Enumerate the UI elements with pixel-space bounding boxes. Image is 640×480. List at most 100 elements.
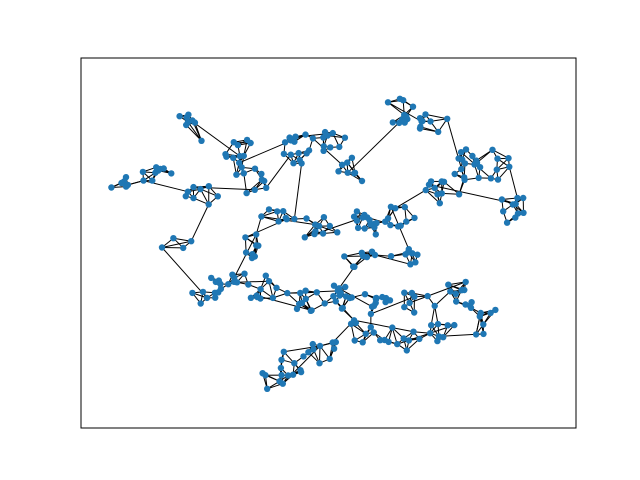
graph-node [338, 161, 346, 168]
graph-node [283, 216, 290, 223]
graph-node [520, 194, 527, 202]
graph-node [253, 231, 260, 238]
graph-node [363, 253, 371, 261]
graph-node [273, 284, 280, 291]
graph-node [455, 155, 462, 162]
graph-edge [409, 281, 466, 304]
graph-node [377, 337, 384, 344]
graph-node [444, 322, 451, 329]
graph-node [401, 303, 408, 311]
graph-node [427, 118, 434, 125]
graph-node [316, 342, 324, 350]
graph-node [411, 214, 418, 222]
graph-node [396, 95, 404, 103]
graph-node [422, 111, 429, 118]
graph-node [425, 181, 433, 188]
graph-node [451, 170, 458, 178]
graph-node [489, 146, 496, 153]
graph-edge [265, 154, 292, 189]
graph-node [258, 213, 265, 220]
graph-node [462, 278, 469, 286]
graph-node [444, 115, 451, 123]
graph-node [211, 289, 219, 296]
graph-node [384, 215, 392, 222]
graph-node [334, 229, 341, 236]
graph-node [402, 251, 409, 258]
graph-node [170, 235, 177, 242]
graph-node [241, 270, 248, 277]
graph-node [292, 133, 299, 140]
graph-node [263, 184, 270, 191]
graph-node [494, 176, 502, 183]
graph-node [320, 143, 327, 150]
graph-node [258, 170, 265, 178]
graph-edge [246, 179, 263, 194]
graph-node [197, 300, 204, 307]
graph-node [350, 317, 358, 324]
graph-node [414, 251, 421, 258]
graph-node [500, 208, 507, 215]
graph-node [309, 135, 317, 142]
graph-node [309, 340, 316, 348]
graph-node [297, 289, 304, 297]
graph-edge [425, 113, 448, 120]
graph-node [300, 353, 307, 360]
graph-node [298, 299, 306, 307]
graph-edge [193, 186, 255, 191]
graph-node [275, 218, 282, 225]
graph-node [387, 221, 394, 229]
graph-node [431, 184, 438, 192]
graph-edge [370, 296, 415, 315]
graph-node [230, 154, 237, 161]
graph-node [258, 176, 266, 183]
graph-node [401, 111, 408, 119]
graph-node [480, 330, 487, 338]
graph-node [487, 175, 495, 182]
graph-node [461, 174, 468, 181]
graph-node [291, 138, 298, 145]
graph-edge [443, 181, 460, 195]
graph-node [382, 298, 389, 306]
graph-node [389, 119, 396, 126]
graph-node [326, 222, 333, 230]
graph-node [205, 201, 212, 208]
graph-node [344, 159, 351, 166]
graph-node [149, 177, 156, 184]
graph-edge [354, 319, 414, 333]
graph-node [233, 279, 241, 286]
graph-node [330, 282, 338, 289]
graph-node [472, 331, 480, 338]
graph-node [451, 321, 458, 329]
graph-node [370, 329, 377, 336]
graph-node [326, 355, 333, 363]
graph-node [475, 174, 482, 182]
graph-node [198, 137, 205, 144]
graph-node [401, 203, 408, 211]
graph-node [247, 139, 254, 147]
graph-node [180, 244, 187, 252]
graph-node [458, 287, 465, 294]
graph-node [176, 113, 183, 120]
graph-node [498, 196, 506, 203]
graph-node [234, 141, 242, 149]
graph-node [327, 144, 334, 151]
graph-node [214, 193, 221, 200]
graph-node [453, 298, 460, 305]
graph-node [118, 179, 125, 187]
graph-node [296, 156, 303, 164]
graph-node [348, 294, 355, 301]
graph-node [400, 335, 407, 342]
graph-node [199, 288, 207, 296]
graph-node [265, 206, 273, 213]
graph-node [255, 242, 262, 249]
graph-node [405, 337, 413, 344]
graph-node [477, 309, 484, 317]
graph-edge [434, 291, 451, 307]
graph-node [320, 134, 327, 141]
graph-node [361, 291, 369, 298]
graph-node [330, 293, 337, 300]
graph-node [225, 281, 232, 288]
graph-node [505, 155, 512, 162]
graph-edge [476, 149, 493, 164]
